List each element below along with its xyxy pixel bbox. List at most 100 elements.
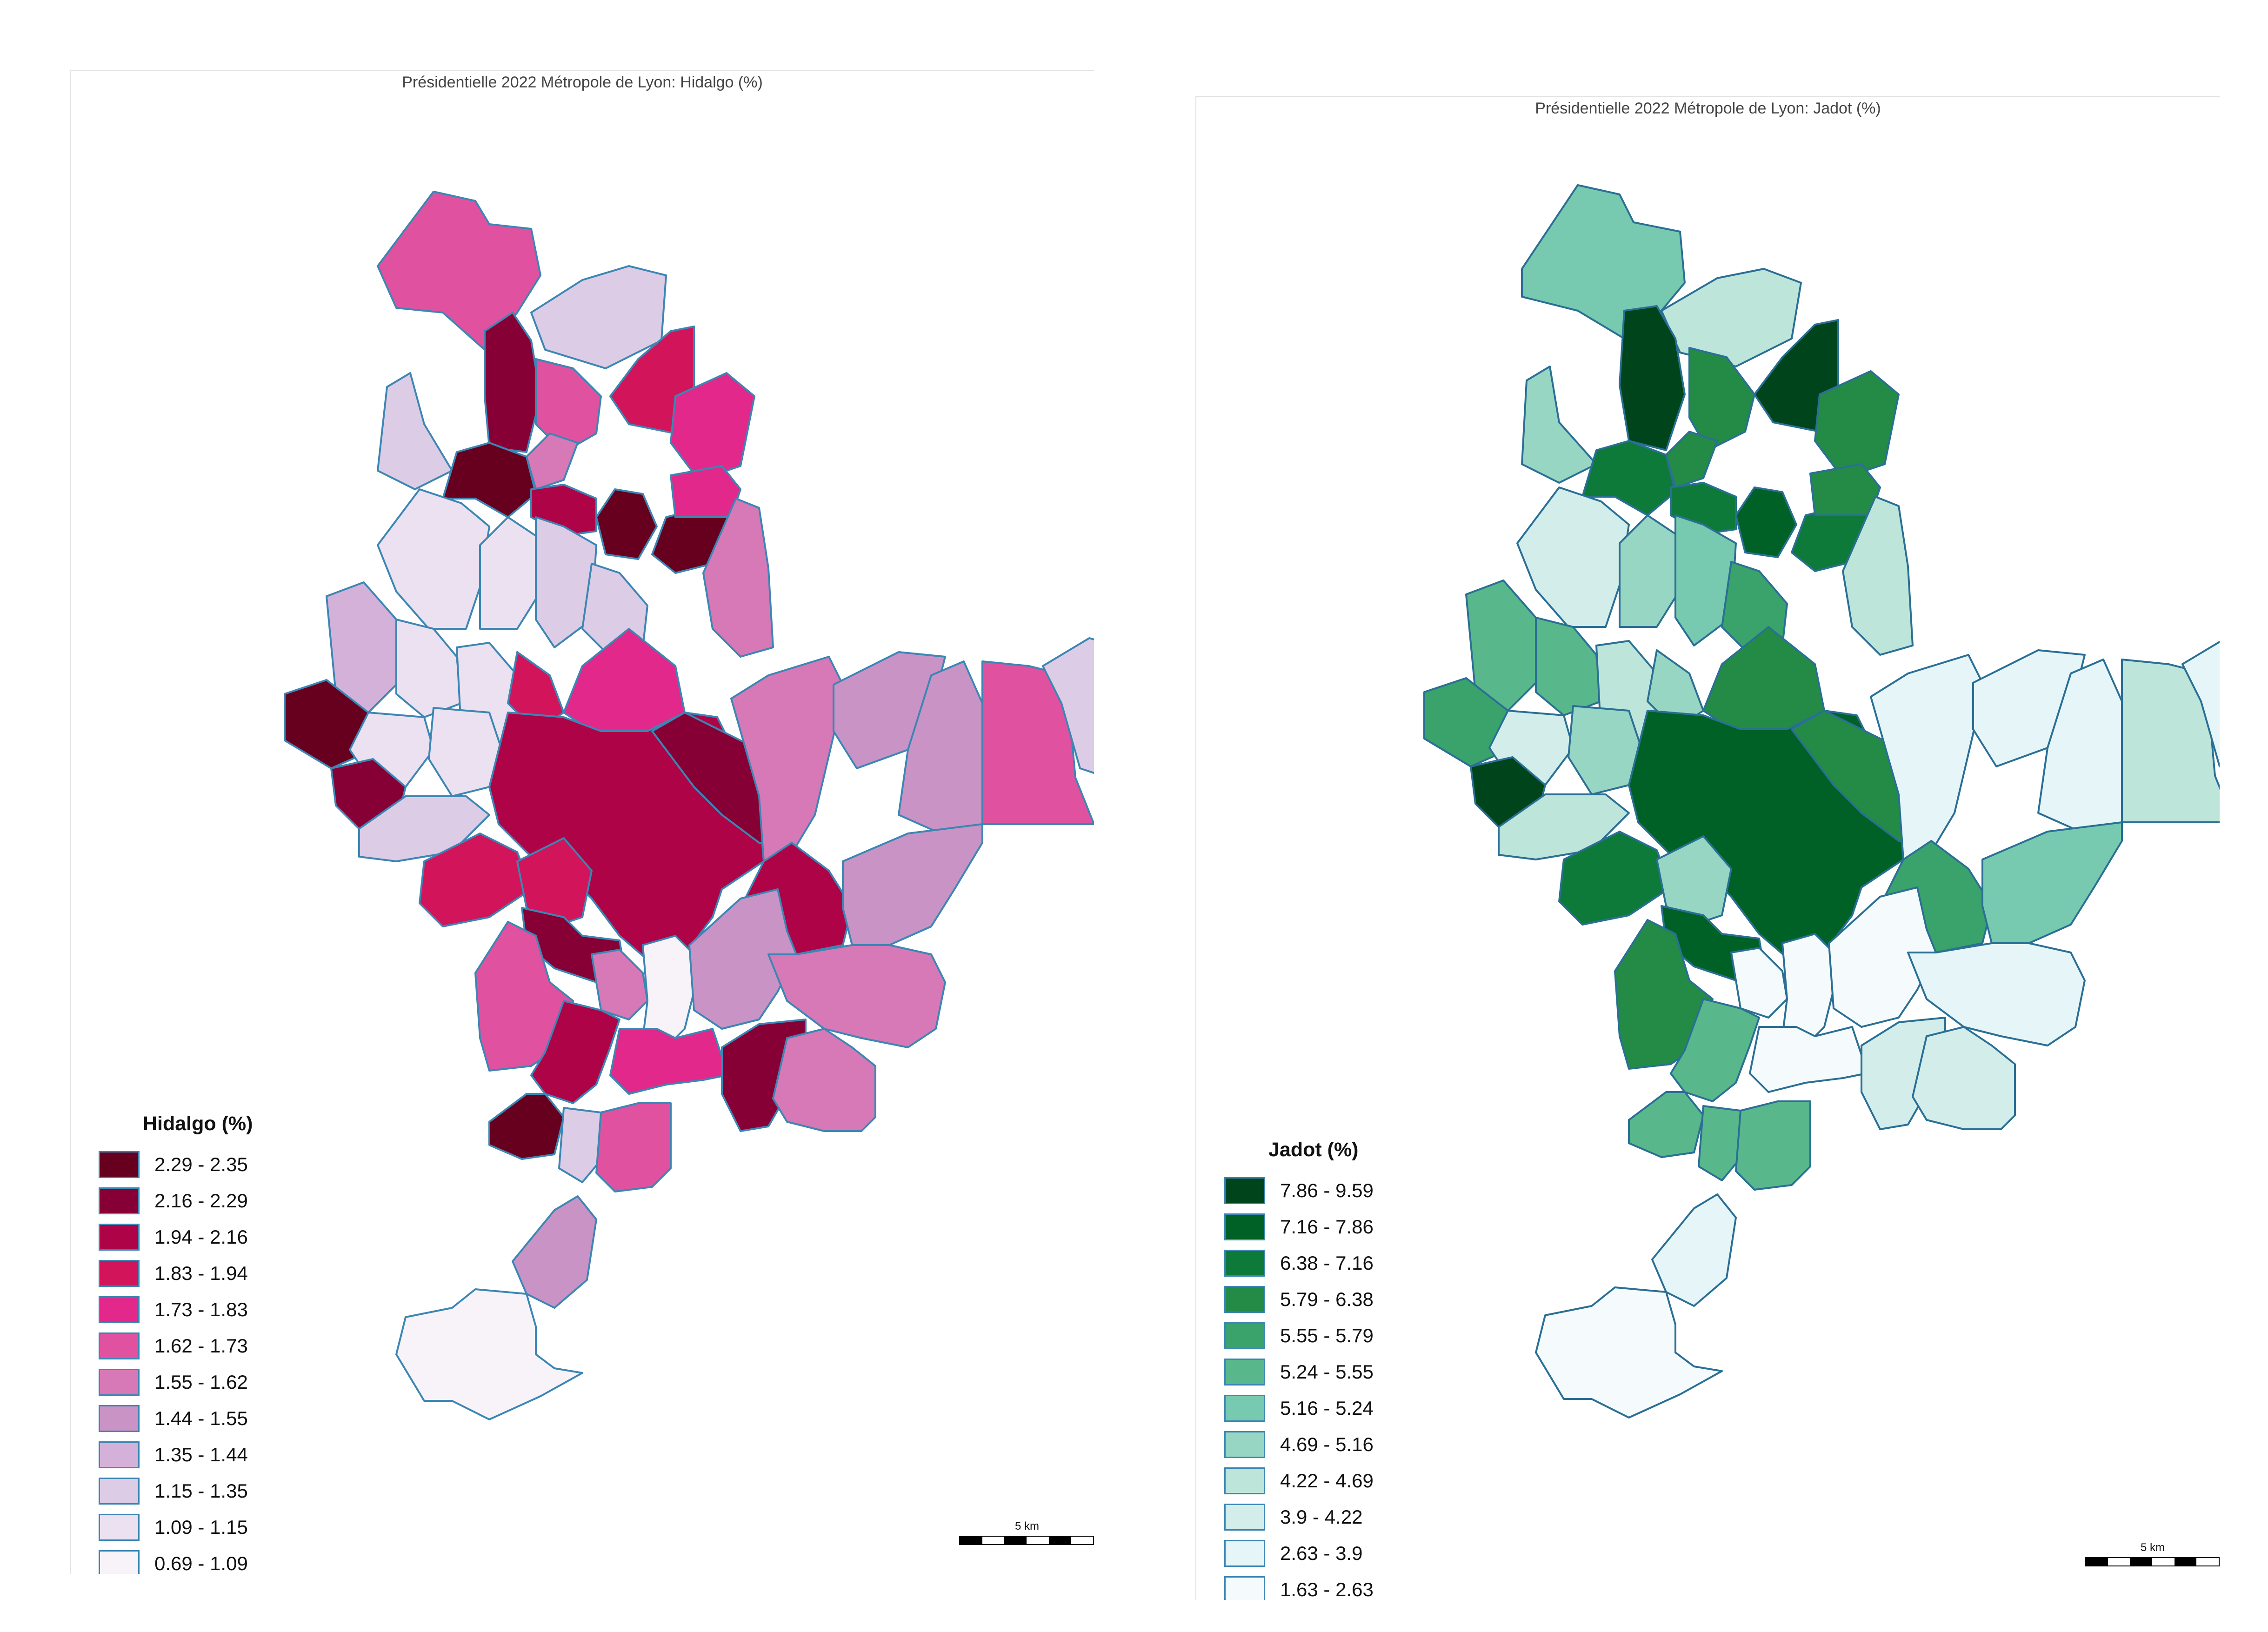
legend-item: 5.55 - 5.79	[1224, 1318, 1374, 1354]
legend-label: 4.69 - 5.16	[1280, 1433, 1374, 1455]
region	[2121, 659, 2220, 823]
region	[1042, 637, 1094, 774]
region	[1735, 486, 1797, 558]
map-legend: Jadot (%) 7.86 - 9.59 7.16 - 7.86 6.38 - 7…	[1224, 1139, 1374, 1600]
region	[512, 1195, 597, 1309]
legend-swatch	[1224, 1431, 1265, 1458]
legend-label: 1.09 - 1.15	[154, 1516, 248, 1538]
region	[730, 656, 844, 862]
region	[1558, 831, 1672, 926]
legend-label: 7.16 - 7.86	[1280, 1216, 1374, 1238]
scale-label: 5 km	[1015, 1520, 1040, 1532]
legend-swatch	[1224, 1286, 1265, 1313]
region	[1521, 366, 1597, 484]
legend-label: 1.63 - 2.63	[1280, 1579, 1374, 1600]
region	[1809, 463, 1881, 516]
legend-swatch	[99, 1296, 140, 1323]
region	[1749, 1026, 1867, 1093]
region	[484, 312, 541, 453]
map-title: Présidentielle 2022 Métropole de Lyon: H…	[402, 73, 763, 91]
legend-item: 0.69 - 1.09	[99, 1545, 253, 1574]
legend-label: 1.73 - 1.83	[154, 1299, 248, 1320]
legend-swatch	[99, 1224, 140, 1251]
region	[1698, 1105, 1746, 1181]
region	[1628, 1091, 1704, 1158]
legend-label: 3.9 - 4.22	[1280, 1506, 1363, 1528]
region	[595, 488, 658, 560]
region	[377, 372, 453, 490]
legend-swatch	[1224, 1576, 1265, 1600]
legend-label: 1.35 - 1.44	[154, 1444, 248, 1465]
legend-swatch	[1224, 1177, 1265, 1204]
legend-item: 1.44 - 1.55	[99, 1400, 253, 1437]
map-legend: Hidalgo (%) 2.29 - 2.35 2.16 - 2.29 1.94 -…	[99, 1112, 253, 1574]
region	[526, 433, 579, 490]
legend-label: 0.69 - 1.09	[154, 1552, 248, 1574]
map-title: Présidentielle 2022 Métropole de Lyon: J…	[1535, 100, 1881, 117]
legend-item: 2.29 - 2.35	[99, 1146, 253, 1183]
legend-swatch	[99, 1151, 140, 1178]
legend-label: 5.79 - 6.38	[1280, 1288, 1374, 1310]
region	[642, 935, 695, 1048]
region	[535, 358, 602, 453]
region	[670, 465, 741, 518]
region	[1651, 1193, 1737, 1307]
legend-swatch	[1224, 1213, 1265, 1240]
region	[419, 833, 532, 927]
legend-label: 2.16 - 2.29	[154, 1190, 248, 1212]
region	[1781, 933, 1834, 1046]
region	[530, 265, 667, 369]
legend-item: 2.16 - 2.29	[99, 1183, 253, 1219]
region	[516, 837, 593, 927]
region	[377, 488, 490, 630]
region	[702, 498, 774, 658]
commune-regions	[1423, 184, 2220, 1419]
legend-swatch	[99, 1332, 140, 1359]
region	[395, 619, 462, 718]
region	[1656, 835, 1732, 926]
region	[772, 1028, 876, 1132]
legend-item: 7.86 - 9.59	[1224, 1172, 1374, 1209]
legend-label: 1.44 - 1.55	[154, 1407, 248, 1429]
region	[1907, 942, 2086, 1046]
region	[1688, 347, 1755, 451]
region	[1870, 654, 1983, 860]
map-panel-jadot: Présidentielle 2022 Métropole de Lyon: J…	[1195, 96, 2220, 1600]
legend-swatch	[1224, 1359, 1265, 1386]
legend-label: 1.15 - 1.35	[154, 1480, 248, 1502]
legend-swatch	[1224, 1395, 1265, 1422]
legend-item: 2.63 - 3.9	[1224, 1535, 1374, 1572]
region	[1912, 1026, 2016, 1130]
choropleth-map-hidalgo	[284, 191, 1094, 1420]
legend-swatch	[1224, 1250, 1265, 1277]
legend-label: 1.55 - 1.62	[154, 1371, 248, 1393]
legend-swatch	[99, 1187, 140, 1214]
region	[767, 944, 946, 1048]
region	[1535, 617, 1602, 716]
legend-item: 5.79 - 6.38	[1224, 1281, 1374, 1318]
legend-item: 3.9 - 4.22	[1224, 1499, 1374, 1535]
region	[488, 1093, 565, 1160]
legend-swatch	[99, 1441, 140, 1468]
legend-label: 6.38 - 7.16	[1280, 1252, 1374, 1274]
legend-label: 1.62 - 1.73	[154, 1335, 248, 1357]
legend-label: 2.63 - 3.9	[1280, 1542, 1363, 1564]
legend-item: 7.16 - 7.86	[1224, 1209, 1374, 1245]
region	[609, 1028, 727, 1095]
legend-swatch	[1224, 1504, 1265, 1531]
legend-item: 1.62 - 1.73	[99, 1328, 253, 1364]
legend-item: 1.73 - 1.83	[99, 1292, 253, 1328]
region	[595, 1102, 672, 1192]
scale-label: 5 km	[2141, 1541, 2165, 1554]
legend-swatch	[99, 1405, 140, 1432]
region	[1735, 1100, 1811, 1191]
legend-label: 5.24 - 5.55	[1280, 1361, 1374, 1383]
region	[842, 823, 983, 946]
legend-label: 5.55 - 5.79	[1280, 1325, 1374, 1346]
legend-item: 4.22 - 4.69	[1224, 1463, 1374, 1499]
choropleth-map-jadot	[1423, 184, 2220, 1419]
region	[1842, 496, 1914, 656]
legend-title: Hidalgo (%)	[143, 1112, 253, 1135]
region	[395, 1288, 583, 1420]
region	[1665, 431, 1718, 488]
